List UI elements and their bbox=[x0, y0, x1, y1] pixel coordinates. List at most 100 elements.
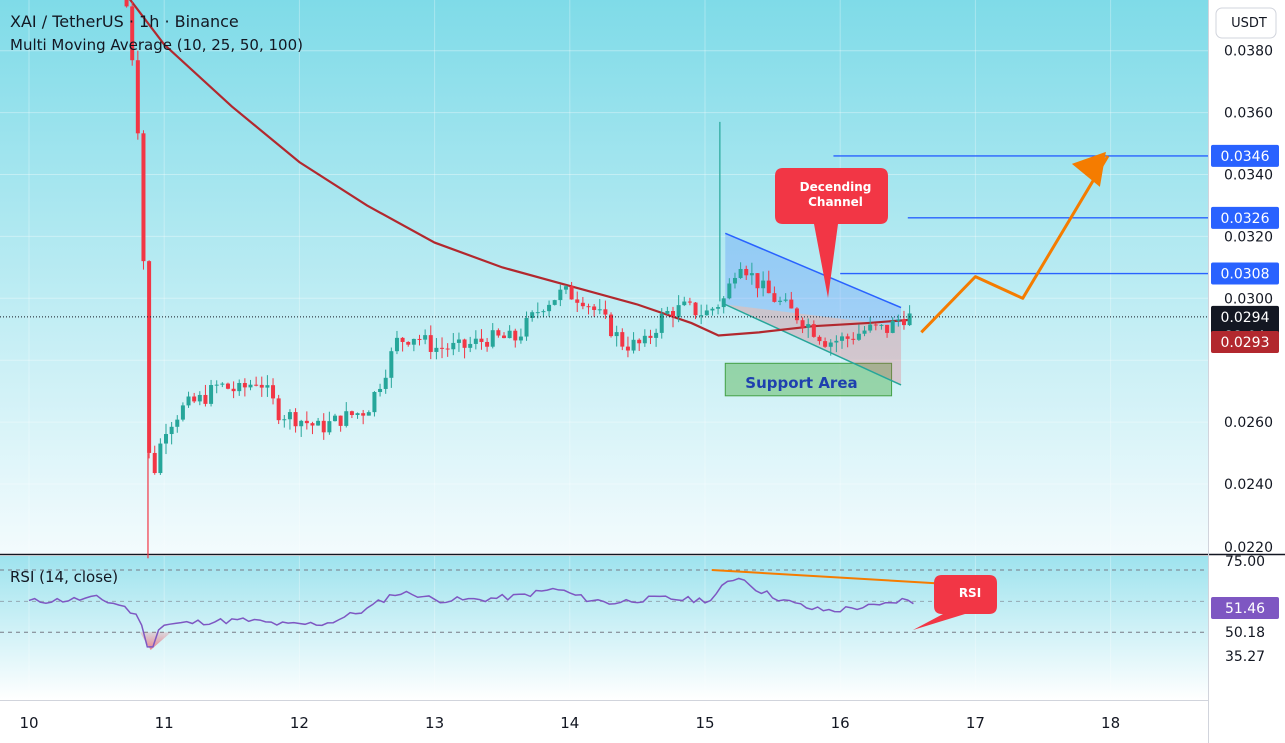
candle-body bbox=[744, 268, 749, 276]
candle-body bbox=[214, 384, 219, 386]
candle-body bbox=[417, 338, 422, 340]
target-price-tag: 0.0346 bbox=[1221, 149, 1270, 165]
candle-body bbox=[231, 388, 236, 392]
candle-body bbox=[141, 133, 146, 262]
candle-body bbox=[361, 413, 366, 416]
candle-body bbox=[676, 305, 681, 318]
candle-body bbox=[907, 313, 912, 326]
time-tick: 13 bbox=[425, 714, 444, 732]
candle-body bbox=[631, 339, 636, 351]
candle-body bbox=[496, 330, 501, 336]
candle-body bbox=[856, 333, 861, 340]
candle-body bbox=[237, 382, 242, 392]
rsi-value-bg bbox=[1211, 597, 1279, 619]
candle-body bbox=[879, 324, 884, 326]
candle-body bbox=[586, 306, 591, 308]
candle-body bbox=[817, 336, 822, 342]
candle-body bbox=[794, 308, 799, 321]
candle-body bbox=[423, 335, 428, 340]
rsi-value-label: 51.46 bbox=[1225, 601, 1265, 617]
candle-body bbox=[738, 268, 743, 278]
candle-body bbox=[485, 341, 490, 347]
rsi-upper-label: 75.00 bbox=[1225, 554, 1265, 570]
candle-body bbox=[180, 405, 185, 420]
candle-body bbox=[609, 314, 614, 337]
candle-body bbox=[271, 385, 276, 399]
candle-body bbox=[276, 398, 281, 421]
candle-body bbox=[287, 412, 292, 420]
candle-body bbox=[147, 261, 152, 453]
candle-body bbox=[310, 423, 315, 426]
candle-body bbox=[366, 412, 371, 416]
channel-lower-line bbox=[724, 303, 902, 386]
candle-body bbox=[693, 302, 698, 316]
candle-body bbox=[823, 341, 828, 347]
price-pane-bg bbox=[0, 0, 1208, 553]
target-price-tag: 0.0308 bbox=[1221, 267, 1270, 283]
candle-body bbox=[254, 384, 259, 386]
candle-body bbox=[603, 309, 608, 315]
ma-price-tag: 0.0293 bbox=[1221, 335, 1270, 351]
candle-body bbox=[428, 335, 433, 352]
last-price-tag: 0.0294 bbox=[1221, 310, 1270, 326]
candle-body bbox=[265, 385, 270, 388]
candle-body bbox=[687, 301, 692, 303]
candle-body bbox=[468, 343, 473, 348]
time-tick: 16 bbox=[831, 714, 850, 732]
candle-body bbox=[665, 311, 670, 314]
candle-body bbox=[654, 332, 659, 338]
candle-body bbox=[400, 337, 405, 342]
candle-body bbox=[840, 336, 845, 341]
candle-body bbox=[749, 273, 754, 276]
candle-body bbox=[862, 330, 867, 334]
rsi-callout bbox=[913, 575, 997, 630]
rsi-pane-bg bbox=[0, 556, 1208, 700]
candle-body bbox=[800, 320, 805, 328]
target-price-tag-bg bbox=[1211, 144, 1279, 167]
ma-price-bg bbox=[1211, 330, 1279, 353]
candle-body bbox=[868, 324, 873, 331]
candle-body bbox=[259, 384, 264, 388]
time-tick: 10 bbox=[19, 714, 38, 732]
candle-body bbox=[186, 396, 191, 406]
candle-body bbox=[440, 347, 445, 349]
candle-body bbox=[473, 338, 478, 344]
candle-body bbox=[411, 338, 416, 345]
candle-body bbox=[834, 340, 839, 343]
candle-body bbox=[209, 385, 214, 404]
candle-body bbox=[355, 413, 360, 416]
rsi-line bbox=[28, 577, 914, 648]
target-price-tag-bg bbox=[1211, 262, 1279, 285]
candle-body bbox=[710, 308, 715, 311]
candle-body bbox=[192, 396, 197, 402]
candle-body bbox=[648, 335, 653, 338]
price-tick: 0.0220 bbox=[1224, 540, 1273, 556]
candle-body bbox=[124, 0, 129, 7]
candle-body bbox=[721, 298, 726, 308]
time-tick: 12 bbox=[290, 714, 309, 732]
candle-body bbox=[327, 421, 332, 433]
rsi-lower-label: 35.27 bbox=[1225, 649, 1265, 665]
time-tick: 17 bbox=[966, 714, 985, 732]
candle-body bbox=[732, 277, 737, 284]
candle-body bbox=[164, 434, 169, 444]
candle-body bbox=[671, 311, 676, 318]
candle-body bbox=[778, 300, 783, 302]
candle-body bbox=[682, 301, 687, 306]
candles bbox=[124, 0, 912, 475]
candle-body bbox=[637, 339, 642, 344]
candle-body bbox=[406, 341, 411, 345]
candle-body bbox=[828, 342, 833, 347]
symbol-title: XAI / TetherUS · 1h · Binance bbox=[10, 12, 239, 31]
candle-body bbox=[885, 324, 890, 333]
rsi-ma-label: 50.18 bbox=[1225, 625, 1265, 641]
candle-body bbox=[873, 324, 878, 326]
candle-body bbox=[620, 332, 625, 347]
candle-body bbox=[158, 443, 163, 474]
candle-body bbox=[772, 293, 777, 302]
candle-body bbox=[569, 286, 574, 300]
candle-body bbox=[338, 415, 343, 426]
candle-body bbox=[592, 306, 597, 310]
